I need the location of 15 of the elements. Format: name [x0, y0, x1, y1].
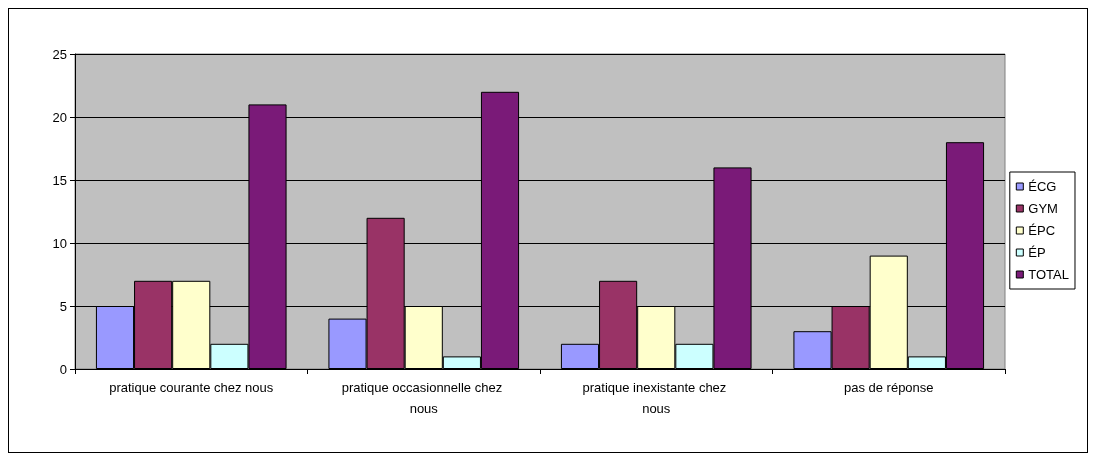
- legend-label: ÉP: [1028, 245, 1046, 260]
- legend-label: TOTAL: [1028, 267, 1070, 282]
- y-tick-label: 10: [52, 235, 67, 251]
- y-tick-label: 20: [52, 109, 67, 125]
- x-tick-label: pratique inexistante chez nous: [582, 380, 730, 416]
- y-tick-label: 5: [59, 298, 67, 314]
- legend-label: ÉCG: [1028, 179, 1057, 194]
- y-tick-label: 0: [59, 361, 67, 377]
- x-tick-label: pas de réponse: [843, 380, 934, 395]
- y-tick-label: 25: [52, 46, 67, 62]
- x-tick-label: pratique occasionnelle chez nous: [341, 380, 506, 416]
- legend-label: GYM: [1028, 201, 1058, 216]
- y-tick-label: 15: [52, 172, 67, 188]
- x-tick-label: pratique courante chez nous: [109, 380, 274, 395]
- legend-label: ÉPC: [1028, 223, 1056, 238]
